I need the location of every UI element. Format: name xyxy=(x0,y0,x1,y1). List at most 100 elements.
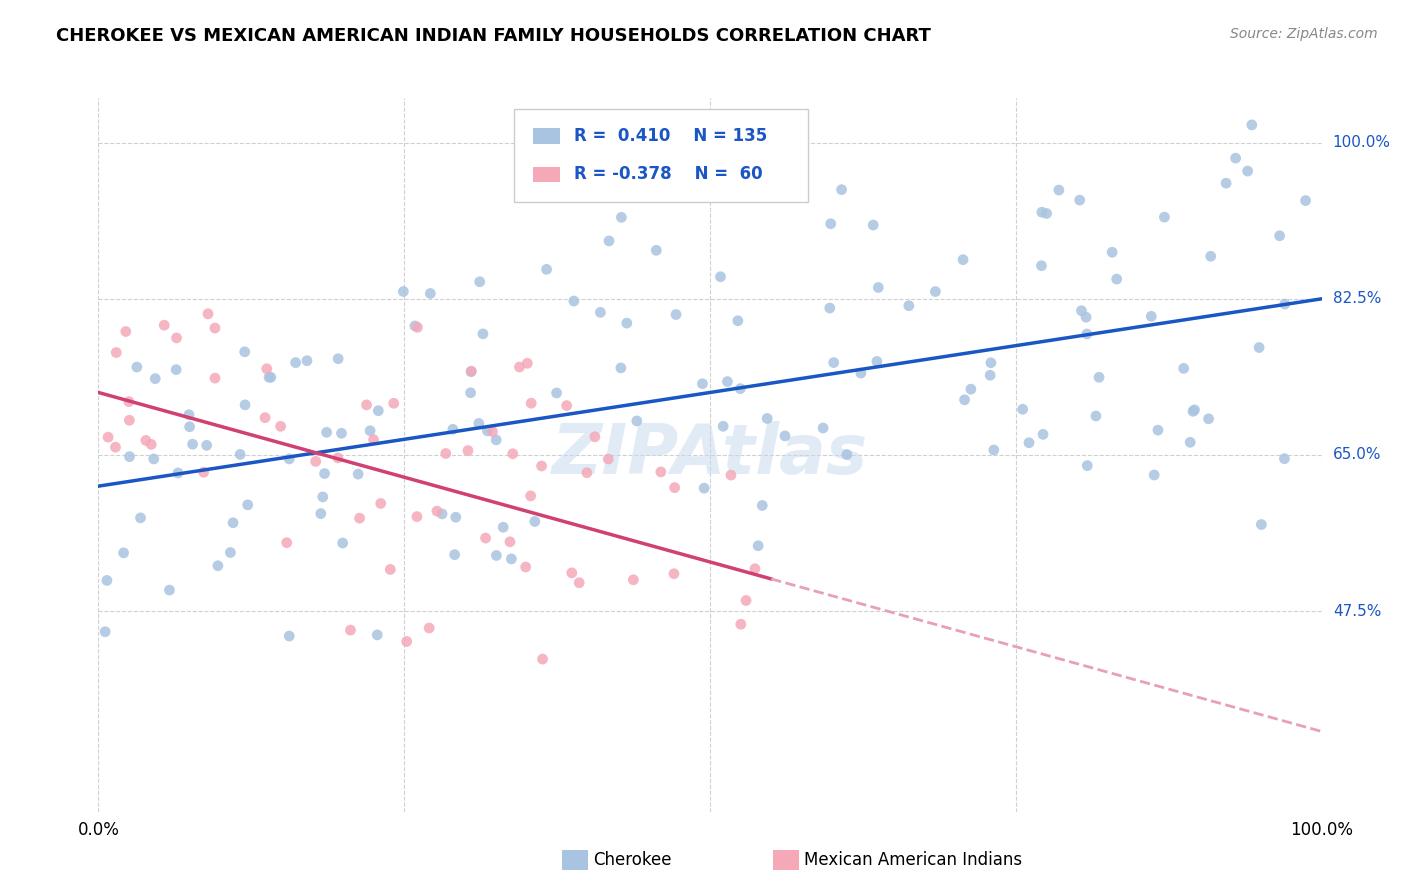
Cherokee xyxy=(278,629,301,643)
Cherokee xyxy=(727,314,749,328)
Cherokee xyxy=(811,421,834,435)
Cherokee xyxy=(1035,206,1057,220)
Cherokee xyxy=(979,368,1001,383)
Cherokee xyxy=(980,356,1002,370)
Cherokee xyxy=(716,375,738,389)
Mexican American Indians xyxy=(380,562,402,576)
Cherokee xyxy=(260,370,283,384)
Cherokee xyxy=(645,244,668,258)
Cherokee xyxy=(546,386,568,401)
Mexican American Indians xyxy=(575,466,598,480)
Mexican American Indians xyxy=(382,396,405,410)
Cherokee xyxy=(665,308,688,322)
Cherokee xyxy=(1018,435,1040,450)
Cherokee xyxy=(610,211,633,225)
Cherokee xyxy=(1274,297,1296,311)
Cherokee xyxy=(222,516,245,530)
Cherokee xyxy=(112,546,135,560)
Cherokee xyxy=(165,362,187,376)
Cherokee xyxy=(444,510,467,524)
Mexican American Indians xyxy=(349,511,371,525)
Mexican American Indians xyxy=(204,321,226,335)
Cherokee xyxy=(1199,249,1222,263)
Cherokee xyxy=(1225,151,1247,165)
Cherokee xyxy=(1143,468,1166,483)
Mexican American Indians xyxy=(270,419,292,434)
Cherokee xyxy=(723,118,745,132)
Mexican American Indians xyxy=(621,573,644,587)
Mexican American Indians xyxy=(474,531,496,545)
Cherokee xyxy=(616,316,638,330)
Cherokee xyxy=(366,628,388,642)
Mexican American Indians xyxy=(193,465,215,479)
Cherokee xyxy=(1101,245,1123,260)
Cherokee xyxy=(477,424,499,438)
Mexican American Indians xyxy=(519,489,541,503)
Mexican American Indians xyxy=(555,399,578,413)
Mexican American Indians xyxy=(426,504,449,518)
Cherokee xyxy=(1153,210,1175,224)
Mexican American Indians xyxy=(460,364,482,378)
Cherokee xyxy=(1295,194,1317,208)
Cherokee xyxy=(468,417,491,431)
Cherokee xyxy=(526,120,548,134)
Cherokee xyxy=(501,552,523,566)
Cherokee xyxy=(492,520,515,534)
Mexican American Indians xyxy=(406,320,429,334)
Cherokee xyxy=(831,183,853,197)
Cherokee xyxy=(820,217,842,231)
Cherokee xyxy=(1069,193,1091,207)
Cherokee xyxy=(460,365,482,379)
Text: 82.5%: 82.5% xyxy=(1333,292,1381,306)
Mexican American Indians xyxy=(363,433,385,447)
Cherokee xyxy=(295,353,318,368)
Cherokee xyxy=(849,366,872,380)
Cherokee xyxy=(471,326,494,341)
Mexican American Indians xyxy=(406,509,429,524)
Cherokee xyxy=(862,218,884,232)
Mexican American Indians xyxy=(370,496,392,510)
Cherokee xyxy=(1084,409,1107,423)
Cherokee xyxy=(1011,402,1033,417)
Cherokee xyxy=(818,301,841,315)
Cherokee xyxy=(1076,326,1098,341)
Cherokee xyxy=(773,429,796,443)
Cherokee xyxy=(835,448,858,462)
Cherokee xyxy=(367,403,389,417)
Cherokee xyxy=(167,466,190,480)
Cherokee xyxy=(392,285,415,299)
Cherokee xyxy=(315,425,337,440)
Mexican American Indians xyxy=(97,430,120,444)
Cherokee xyxy=(1070,303,1092,318)
Mexican American Indians xyxy=(502,447,524,461)
Cherokee xyxy=(953,392,976,407)
Cherokee xyxy=(693,481,716,495)
Cherokee xyxy=(96,574,118,588)
Cherokee xyxy=(129,511,152,525)
Cherokee xyxy=(328,351,350,366)
Mexican American Indians xyxy=(153,318,176,333)
Cherokee xyxy=(952,252,974,267)
Cherokee xyxy=(181,437,204,451)
Cherokee xyxy=(359,424,381,438)
Cherokee xyxy=(1198,411,1220,425)
Mexican American Indians xyxy=(118,413,141,427)
Mexican American Indians xyxy=(114,325,136,339)
Cherokee xyxy=(1274,451,1296,466)
Mexican American Indians xyxy=(744,562,766,576)
Cherokee xyxy=(866,354,889,368)
Cherokee xyxy=(233,344,256,359)
Cherokee xyxy=(219,545,242,559)
Mexican American Indians xyxy=(204,371,226,385)
Cherokee xyxy=(468,275,491,289)
Mexican American Indians xyxy=(735,593,758,607)
Mexican American Indians xyxy=(508,359,530,374)
Cherokee xyxy=(1032,427,1054,442)
Cherokee xyxy=(419,286,441,301)
Mexican American Indians xyxy=(664,481,686,495)
Mexican American Indians xyxy=(720,468,742,483)
Mexican American Indians xyxy=(256,361,278,376)
Cherokee xyxy=(1031,205,1053,219)
Cherokee xyxy=(1147,423,1170,437)
Cherokee xyxy=(823,355,845,369)
